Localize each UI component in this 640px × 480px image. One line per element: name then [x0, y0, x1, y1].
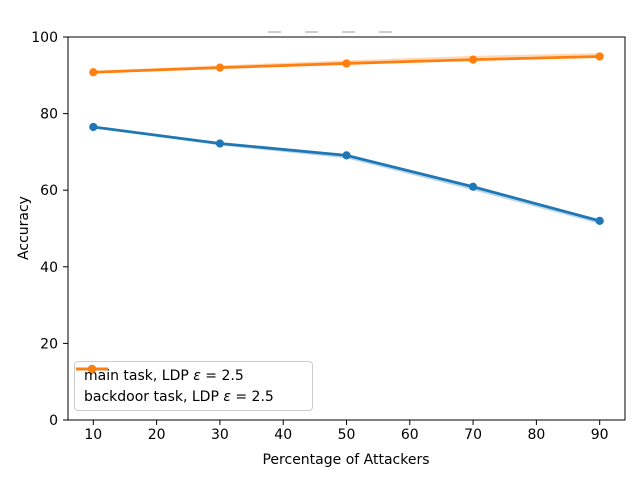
series-line-0 — [91, 125, 602, 223]
data-point-s0-x90 — [595, 216, 604, 225]
x-tick-label: 50 — [338, 427, 356, 443]
y-tick-label: 100 — [31, 30, 58, 46]
y-tick-label: 0 — [49, 413, 58, 429]
x-axis-label: Percentage of Attackers — [262, 452, 430, 468]
x-tick-label: 10 — [84, 427, 102, 443]
legend-label-backdoor-task: backdoor task, LDP ε = 2.5 — [84, 389, 274, 405]
legend-text: = 2.5 — [200, 368, 244, 385]
legend-label-main-task: main task, LDP ε = 2.5 — [84, 368, 244, 384]
y-tick-label: 80 — [40, 107, 58, 123]
x-tick-label: 70 — [464, 427, 482, 443]
x-tick-label: 30 — [211, 427, 229, 443]
epsilon-symbol: ε — [223, 388, 231, 405]
legend-text: = 2.5 — [230, 388, 274, 405]
data-point-s1-x90 — [595, 52, 604, 61]
y-axis-label: Accuracy — [16, 196, 32, 260]
data-point-s0-x70 — [468, 182, 478, 191]
data-point-s0-x50 — [342, 151, 351, 160]
x-tick-label: 20 — [148, 427, 166, 443]
x-tick-label: 90 — [591, 427, 609, 443]
y-tick-label: 60 — [40, 183, 58, 199]
data-point-s0-x10 — [89, 122, 98, 132]
y-tick-label: 20 — [40, 336, 58, 352]
ghost-main-task — [93, 125, 600, 224]
legend-item-backdoor-task: backdoor task, LDP ε = 2.5 — [76, 364, 304, 408]
y-tick-label: 40 — [40, 260, 58, 276]
x-tick-label: 80 — [527, 427, 545, 443]
data-point-s1-x30 — [215, 63, 225, 72]
x-tick-label: 60 — [401, 427, 419, 443]
data-point-s0-x30 — [215, 139, 225, 148]
legend-line-swatch-backdoor-task — [76, 364, 108, 374]
data-point-s1-x50 — [342, 59, 351, 68]
epsilon-symbol: ε — [193, 368, 201, 385]
legend-marker-backdoor — [87, 364, 97, 374]
x-tick-label: 40 — [274, 427, 292, 443]
legend-text: main task, LDP — [84, 368, 194, 385]
legend: main task, LDP ε = 2.5 backdoor task, LD… — [74, 361, 313, 411]
data-point-s1-x10 — [89, 68, 98, 77]
legend-text: backdoor task, LDP — [84, 388, 224, 405]
legend-item-main-task: main task, LDP ε = 2.5 — [76, 364, 304, 387]
data-point-s1-x70 — [468, 55, 478, 64]
